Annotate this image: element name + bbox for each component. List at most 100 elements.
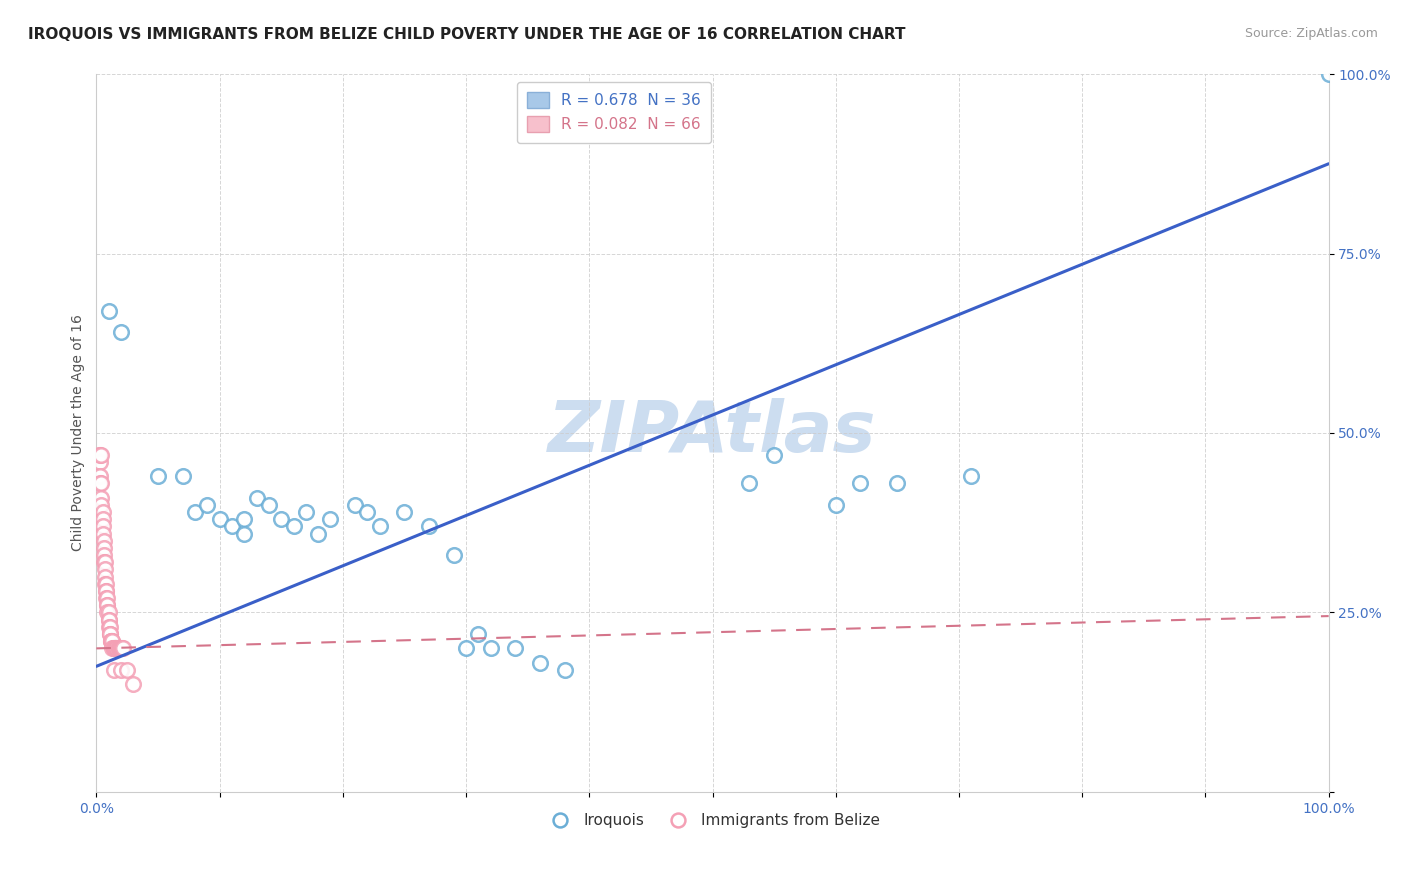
Point [849,476,872,491]
Point [90,476,112,491]
Point [93,555,115,569]
Y-axis label: Child Poverty Under the Age of 16: Child Poverty Under the Age of 16 [72,315,86,551]
Point [91,512,114,526]
Point [394,505,416,519]
Point [98,620,121,634]
Point [89,455,111,469]
Point [960,469,983,483]
Point [101,634,124,648]
Point [97,620,120,634]
Point [554,663,576,677]
Point [96,606,118,620]
Point [90,491,112,505]
Point [96,599,118,613]
Point [103,641,125,656]
Point [356,505,378,519]
Point [270,512,292,526]
Point [184,505,207,519]
Point [97,613,120,627]
Point [824,498,846,512]
Point [221,519,243,533]
Point [91,519,114,533]
Point [89,476,111,491]
Point [93,548,115,562]
Point [283,519,305,533]
Point [91,526,114,541]
Point [100,634,122,648]
Point [96,591,118,606]
Point [87,448,110,462]
Text: ZIPAtlas: ZIPAtlas [548,399,877,467]
Point [105,641,128,656]
Point [94,569,117,583]
Point [443,548,465,562]
Point [105,641,128,656]
Point [100,634,122,648]
Point [90,448,112,462]
Point [98,627,121,641]
Point [122,677,145,691]
Point [94,562,117,576]
Point [103,641,125,656]
Point [104,641,127,656]
Point [96,591,118,606]
Point [103,641,125,656]
Point [319,512,342,526]
Point [90,498,112,512]
Point [100,634,122,648]
Point [738,476,761,491]
Point [172,469,194,483]
Point [233,512,256,526]
Point [505,641,527,656]
Point [91,505,114,519]
Point [93,541,115,555]
Point [418,519,440,533]
Point [97,613,120,627]
Point [295,505,318,519]
Point [479,641,502,656]
Point [307,526,329,541]
Legend: Iroquois, Immigrants from Belize: Iroquois, Immigrants from Belize [538,807,886,835]
Point [110,326,132,340]
Point [454,641,477,656]
Point [108,641,131,656]
Point [111,641,134,656]
Point [368,519,391,533]
Point [96,599,118,613]
Point [98,627,121,641]
Point [96,576,118,591]
Point [105,641,128,656]
Point [529,656,551,670]
Point [89,448,111,462]
Point [101,634,124,648]
Point [257,498,280,512]
Point [107,641,129,656]
Point [115,663,138,677]
Point [763,448,786,462]
Point [245,491,267,505]
Point [89,469,111,483]
Point [103,663,125,677]
Point [195,498,218,512]
Point [1317,67,1340,81]
Point [98,627,121,641]
Point [112,641,135,656]
Point [467,627,489,641]
Point [104,641,127,656]
Point [110,641,132,656]
Point [96,583,118,598]
Point [97,606,120,620]
Point [146,469,169,483]
Point [96,583,118,598]
Point [886,476,908,491]
Point [104,641,127,656]
Point [344,498,367,512]
Point [110,641,132,656]
Point [110,663,132,677]
Point [94,555,117,569]
Point [208,512,231,526]
Text: IROQUOIS VS IMMIGRANTS FROM BELIZE CHILD POVERTY UNDER THE AGE OF 16 CORRELATION: IROQUOIS VS IMMIGRANTS FROM BELIZE CHILD… [28,27,905,42]
Point [101,641,124,656]
Point [107,641,129,656]
Point [97,304,120,318]
